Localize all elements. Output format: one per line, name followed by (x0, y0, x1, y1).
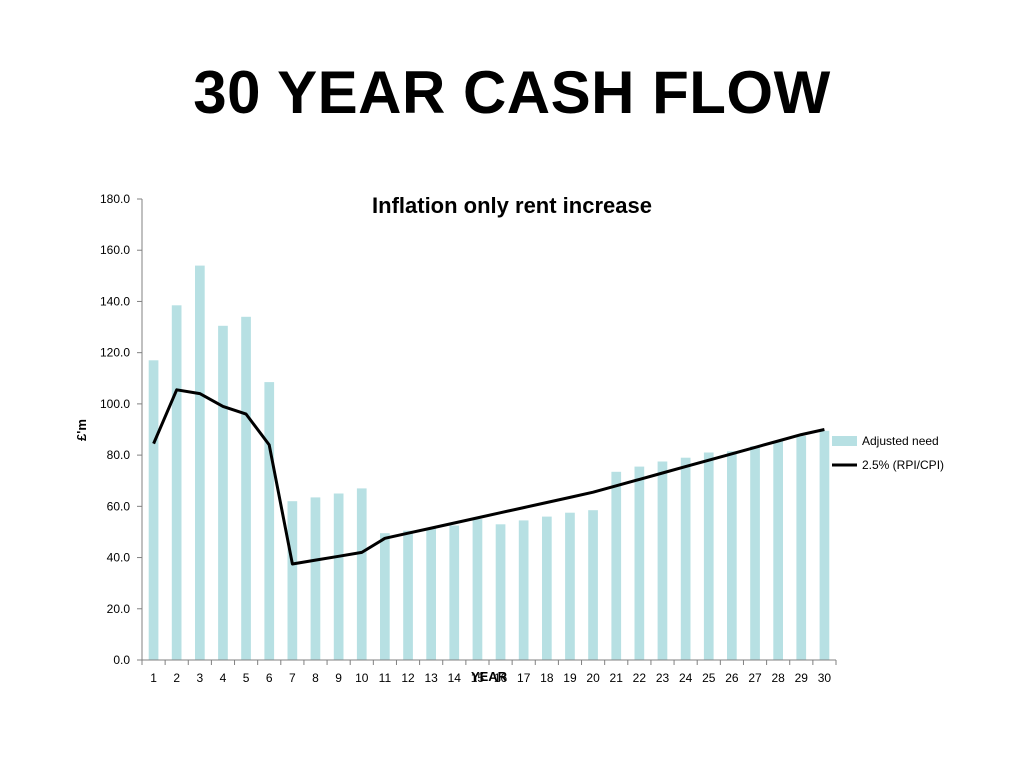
x-tick-label: 15 (471, 671, 485, 685)
bar-year-2 (171, 305, 182, 660)
bar-year-11 (380, 533, 390, 660)
x-tick-label: 18 (540, 671, 554, 685)
bar-year-22 (634, 466, 645, 660)
y-axis-ticks: 0.0 20.0 40.0 60.0 80.0 100.0 120.0 140.0 160.0 1… (100, 192, 142, 667)
y-tick-label: 100.0 (100, 397, 130, 411)
y-tick-label: 40.0 (107, 551, 131, 565)
x-tick-label: 16 (494, 671, 508, 685)
bar-year-21 (611, 471, 622, 660)
line-series-rpi-cpi (152, 388, 825, 566)
x-tick-label: 20 (586, 671, 600, 685)
bar-year-25 (703, 452, 714, 660)
bar-year-7 (287, 501, 298, 660)
legend-label-rpi-cpi: 2.5% (RPI/CPI) (862, 458, 944, 472)
bar-year-1 (148, 360, 159, 660)
legend-swatch-adjusted-need (832, 436, 857, 446)
bar-year-9 (333, 493, 344, 660)
x-tick-label: 22 (633, 671, 647, 685)
x-tick-label: 3 (196, 671, 203, 685)
bar-year-19 (565, 512, 575, 660)
x-tick-label: 5 (243, 671, 250, 685)
x-tick-label: 30 (818, 671, 832, 685)
bar-year-17 (518, 520, 529, 660)
slide-title: 30 YEAR CASH FLOW (193, 59, 831, 126)
bar-year-14 (449, 525, 460, 660)
bar-year-15 (472, 519, 483, 660)
bar-year-30 (819, 430, 830, 660)
x-tick-label: 19 (563, 671, 577, 685)
bar-year-24 (680, 457, 691, 660)
chart-title: Inflation only rent increase (372, 193, 652, 218)
x-tick-label: 10 (355, 671, 369, 685)
bar-year-10 (356, 488, 367, 660)
y-axis-title: £'m (74, 419, 89, 441)
y-tick-label: 160.0 (100, 243, 130, 257)
bar-year-26 (727, 451, 737, 660)
x-tick-label: 13 (424, 671, 438, 685)
y-tick-label: 0.0 (113, 653, 130, 667)
y-tick-label: 180.0 (100, 192, 130, 206)
x-tick-label: 11 (379, 671, 392, 685)
y-tick-label: 140.0 (100, 294, 130, 308)
bar-year-8 (310, 497, 321, 660)
x-tick-label: 17 (517, 671, 531, 685)
x-axis-ticks: 1 2 3 4 5 6 7 8 9 10 11 12 13 14 15 16 17 18 19 20 21 22 23 24 2… (141, 660, 837, 685)
bar-year-5 (241, 316, 251, 660)
bar-year-20 (588, 510, 598, 660)
x-tick-label: 25 (702, 671, 716, 685)
x-tick-label: 7 (289, 671, 296, 685)
x-tick-label: 1 (150, 671, 157, 685)
bar-year-29 (796, 435, 807, 660)
x-tick-label: 9 (335, 671, 342, 685)
bar-year-18 (542, 516, 552, 660)
bar-year-28 (773, 441, 783, 660)
x-tick-label: 26 (725, 671, 739, 685)
x-tick-label: 27 (748, 671, 762, 685)
x-tick-label: 2 (173, 671, 180, 685)
x-tick-label: 21 (610, 671, 624, 685)
bar-year-6 (264, 382, 275, 660)
x-tick-label: 4 (220, 671, 227, 685)
bar-year-27 (750, 446, 760, 660)
y-tick-label: 80.0 (107, 448, 131, 462)
bar-year-23 (657, 461, 668, 660)
bar-year-4 (218, 325, 228, 660)
y-tick-label: 120.0 (100, 346, 130, 360)
legend: Adjusted need 2.5% (RPI/CPI) (832, 434, 944, 472)
bar-year-13 (426, 528, 436, 660)
x-tick-label: 14 (448, 671, 462, 685)
y-tick-label: 20.0 (107, 602, 131, 616)
x-tick-label: 8 (312, 671, 319, 685)
x-axis-title: YEAR (471, 669, 508, 684)
x-tick-label: 28 (771, 671, 785, 685)
bar-year-3 (195, 265, 205, 660)
x-tick-label: 29 (795, 671, 809, 685)
x-tick-label: 23 (656, 671, 670, 685)
bar-year-12 (403, 530, 413, 660)
x-tick-label: 6 (266, 671, 273, 685)
legend-label-adjusted-need: Adjusted need (862, 434, 939, 448)
y-tick-label: 60.0 (107, 499, 131, 513)
x-tick-label: 12 (401, 671, 415, 685)
bar-year-16 (495, 524, 506, 660)
bar-series-adjusted-need (148, 265, 830, 660)
x-tick-label: 24 (679, 671, 693, 685)
